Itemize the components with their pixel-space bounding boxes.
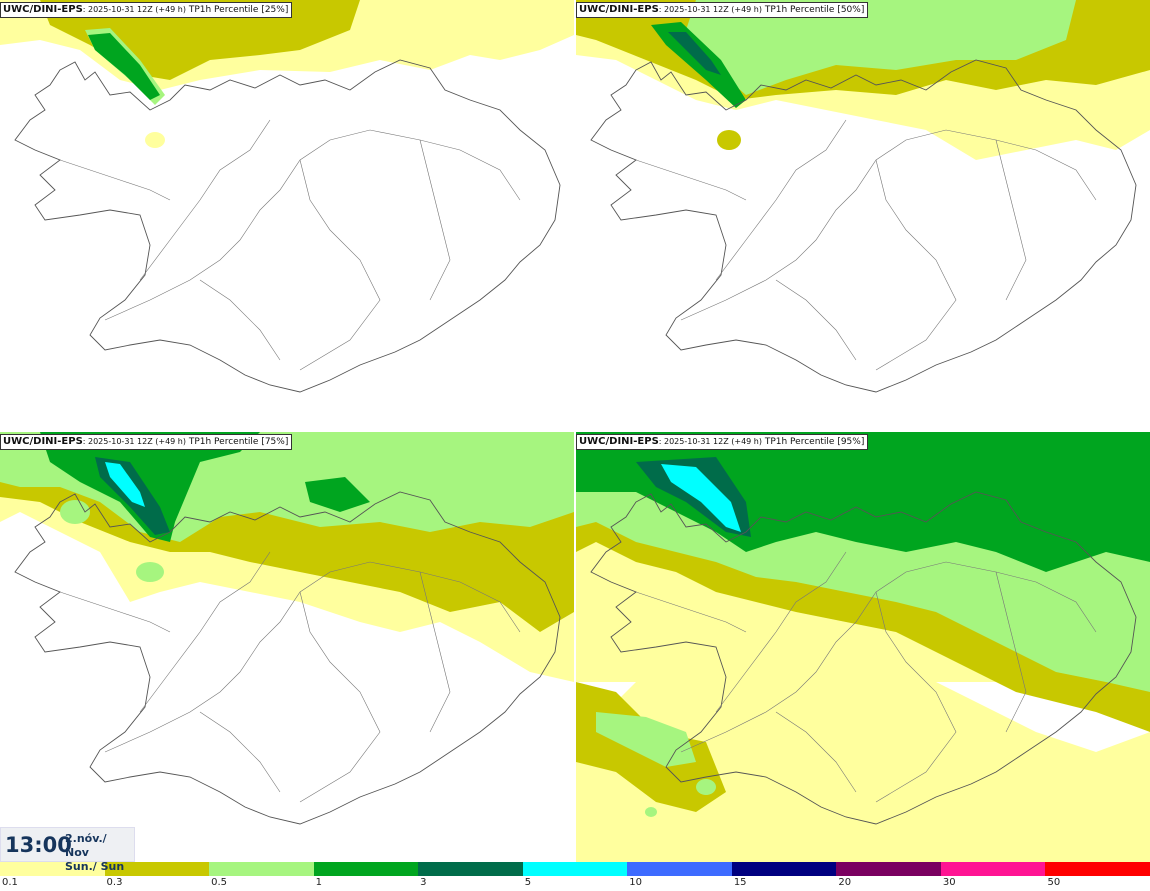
map-panel-p75: UWC/DINI-EPS: 2025-10-31 12Z (+49 h) TP1…: [0, 432, 574, 862]
legend-swatch: [940, 862, 1046, 876]
iceland-coastline: [14, 59, 561, 393]
precipitation-map: [0, 432, 574, 825]
precipitation-map: [576, 432, 1150, 862]
road-network: [635, 551, 1097, 803]
valid-time-date: 2.nóv./ Nov Sun./ Sun: [65, 832, 125, 873]
panel-title: UWC/DINI-EPS: 2025-10-31 12Z (+49 h) TP1…: [576, 2, 869, 18]
iceland-coastline: [590, 59, 1137, 393]
valid-time-box: 13:00 2.nóv./ Nov Sun./ Sun: [0, 827, 135, 873]
legend-swatch: [0, 862, 105, 876]
legend-swatch: [627, 862, 732, 876]
road-network: [635, 119, 1097, 371]
color-legend-bar: [0, 862, 1150, 876]
legend-label: 0.5: [211, 877, 227, 888]
legend-label: 0.3: [106, 877, 123, 888]
legend-swatch: [1045, 862, 1150, 876]
legend-label: 30: [942, 877, 956, 888]
legend-swatch: [104, 862, 210, 876]
legend-label: 5: [524, 877, 532, 888]
color-legend-labels: 0.1 0.3 0.5 1 3 5 10 15 20 30 50: [0, 876, 1150, 891]
iceland-coastline: [14, 491, 561, 825]
legend-swatch: [836, 862, 941, 876]
legend-label: 3: [420, 877, 427, 888]
precipitation-map: [576, 0, 1150, 393]
legend-swatch: [418, 862, 523, 876]
road-network: [59, 551, 521, 803]
road-network: [59, 119, 521, 371]
legend-label: 0.1: [2, 877, 18, 888]
valid-time-clock: 13:00: [5, 833, 72, 857]
legend-swatch: [522, 862, 628, 876]
panel-title: UWC/DINI-EPS: 2025-10-31 12Z (+49 h) TP1…: [0, 434, 293, 450]
legend-label: 1: [315, 877, 322, 888]
map-panel-p25: UWC/DINI-EPS: 2025-10-31 12Z (+49 h) TP1…: [0, 0, 574, 430]
legend-label: 10: [629, 877, 642, 888]
precipitation-shading: [576, 0, 1150, 160]
map-panel-p95: UWC/DINI-EPS: 2025-10-31 12Z (+49 h) TP1…: [576, 432, 1150, 862]
precipitation-shading: [576, 432, 1150, 862]
legend-swatch: [313, 862, 419, 876]
legend-swatch: [209, 862, 314, 876]
iceland-coastline: [590, 491, 1137, 825]
precipitation-map: [0, 0, 574, 393]
precipitation-shading: [0, 0, 574, 148]
map-panel-p50: UWC/DINI-EPS: 2025-10-31 12Z (+49 h) TP1…: [576, 0, 1150, 430]
legend-label: 15: [733, 877, 747, 888]
panel-title: UWC/DINI-EPS: 2025-10-31 12Z (+49 h) TP1…: [576, 434, 869, 450]
precipitation-shading: [0, 432, 574, 682]
legend-swatch: [731, 862, 837, 876]
panel-title: UWC/DINI-EPS: 2025-10-31 12Z (+49 h) TP1…: [0, 2, 293, 18]
legend-label: 20: [838, 877, 852, 888]
legend-label: 50: [1047, 877, 1061, 888]
